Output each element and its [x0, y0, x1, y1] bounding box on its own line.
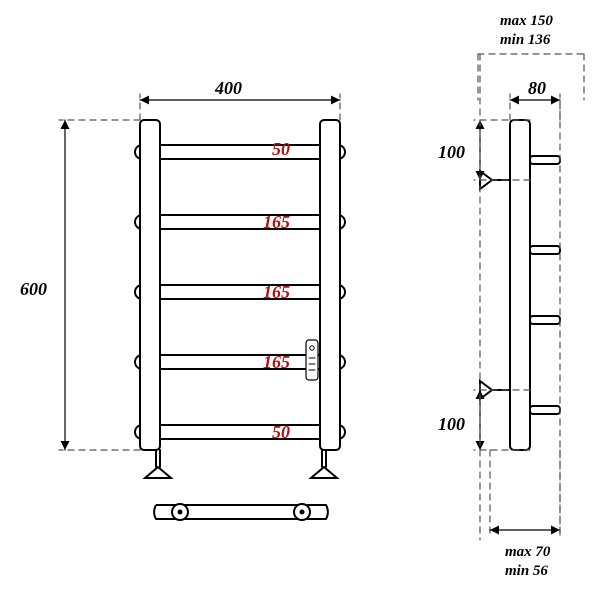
svg-text:400: 400 [214, 78, 242, 98]
svg-text:165: 165 [263, 352, 290, 372]
svg-text:165: 165 [263, 212, 290, 232]
svg-text:max 70: max 70 [505, 544, 551, 560]
svg-text:50: 50 [272, 422, 290, 442]
svg-text:100: 100 [438, 142, 465, 162]
svg-text:80: 80 [528, 78, 546, 98]
svg-text:min 136: min 136 [500, 32, 551, 48]
svg-text:50: 50 [272, 139, 290, 159]
svg-text:600: 600 [20, 279, 47, 299]
svg-text:min 56: min 56 [505, 563, 548, 579]
side-view: max 150 min 136 80 100 100 max 70 min 56 [438, 13, 584, 579]
front-view: 400 600 50 165 165 165 50 [20, 78, 345, 520]
svg-text:165: 165 [263, 282, 290, 302]
svg-text:100: 100 [438, 414, 465, 434]
svg-text:max 150: max 150 [500, 13, 553, 29]
